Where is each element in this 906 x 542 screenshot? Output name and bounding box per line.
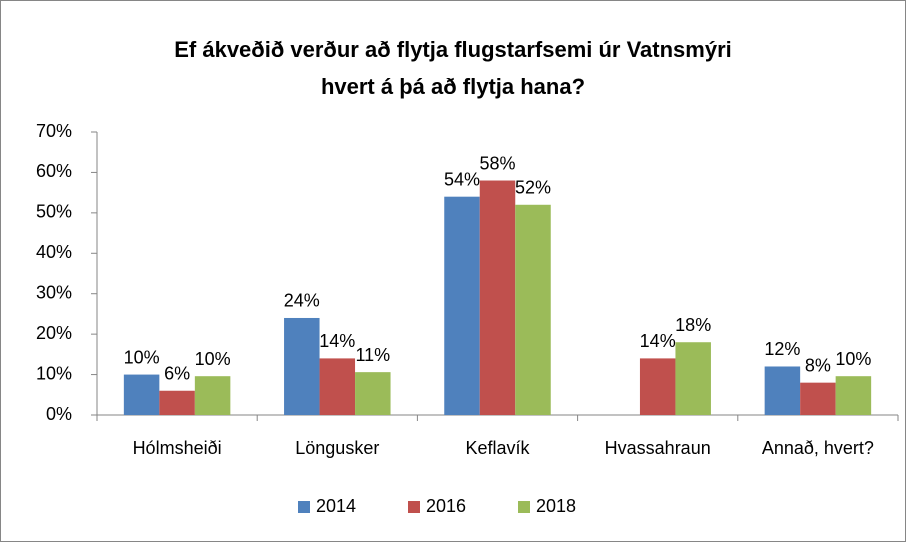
y-tick-label: 50%	[36, 202, 72, 222]
data-label: 18%	[675, 315, 711, 335]
y-tick-label: 20%	[36, 323, 72, 343]
data-label: 6%	[164, 363, 190, 383]
bar	[123, 374, 160, 415]
legend-label: 2016	[426, 496, 466, 516]
data-label: 12%	[764, 339, 800, 359]
data-label: 58%	[479, 153, 515, 173]
data-label: 8%	[805, 355, 831, 375]
legend-label: 2014	[316, 496, 356, 516]
y-tick-label: 60%	[36, 161, 72, 181]
x-tick-label: Hvassahraun	[605, 438, 711, 458]
x-tick-label: Löngusker	[295, 438, 379, 458]
data-label: 10%	[835, 349, 871, 369]
bar	[835, 376, 872, 415]
bar	[800, 382, 836, 415]
bar	[764, 366, 801, 415]
chart-title: Ef ákveðið verður að flytja flugstarfsem…	[174, 37, 732, 62]
data-label: 10%	[195, 349, 231, 369]
data-label: 10%	[124, 347, 160, 367]
data-label: 24%	[284, 291, 320, 311]
bar	[159, 390, 195, 415]
y-tick-label: 0%	[46, 404, 72, 424]
data-label: 54%	[444, 169, 480, 189]
bar	[675, 342, 711, 415]
y-tick-label: 30%	[36, 282, 72, 302]
bar	[284, 317, 320, 415]
bar	[355, 372, 391, 415]
bar	[479, 180, 516, 415]
x-tick-label: Keflavík	[465, 438, 530, 458]
legend-swatch	[518, 501, 530, 513]
y-tick-label: 70%	[36, 121, 72, 141]
bar	[639, 358, 676, 415]
y-tick-label: 40%	[36, 242, 72, 262]
legend-swatch	[408, 501, 420, 513]
legend-label: 2018	[536, 496, 576, 516]
x-tick-label: Annað, hvert?	[762, 438, 874, 458]
chart-title: hvert á þá að flytja hana?	[321, 74, 585, 99]
data-label: 14%	[640, 331, 676, 351]
bar	[444, 196, 480, 415]
bar	[194, 376, 231, 415]
y-tick-label: 10%	[36, 363, 72, 383]
data-label: 11%	[355, 345, 390, 365]
data-label: 14%	[319, 331, 355, 351]
data-label: 52%	[515, 178, 551, 198]
x-tick-label: Hólmsheiði	[133, 438, 222, 458]
legend-swatch	[298, 501, 310, 513]
bar	[319, 358, 356, 415]
bar	[515, 204, 551, 415]
